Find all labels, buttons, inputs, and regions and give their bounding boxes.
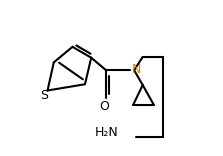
Text: N: N [132, 63, 141, 76]
Text: H₂N: H₂N [95, 126, 118, 139]
Text: O: O [99, 100, 109, 113]
Text: S: S [40, 89, 48, 102]
